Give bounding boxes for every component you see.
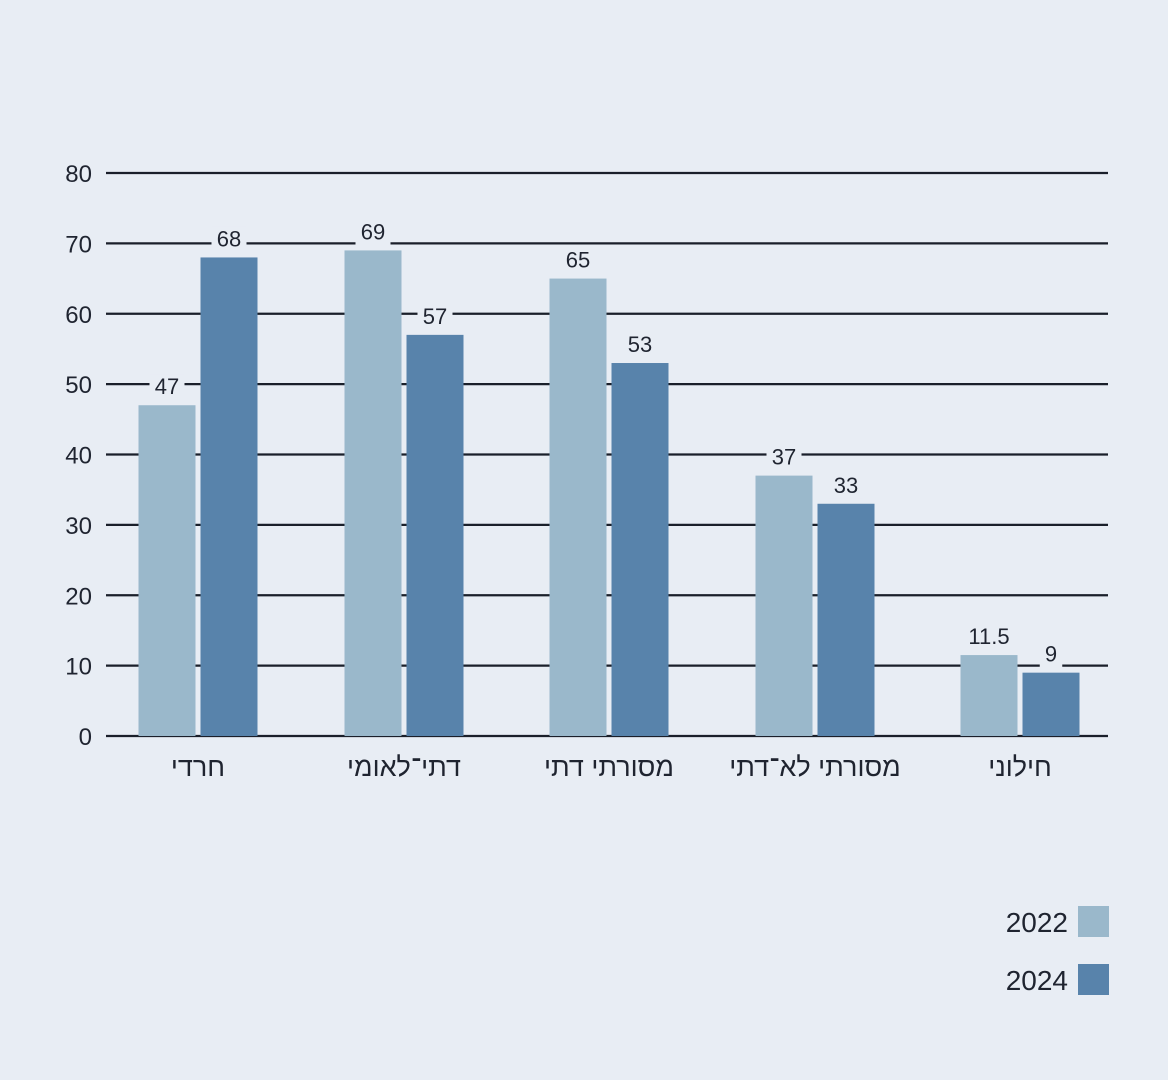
data-label: 69	[361, 219, 385, 244]
data-label: 65	[566, 248, 590, 273]
category-label: מסורתי דתי	[544, 752, 674, 782]
bar-2024-4	[1022, 672, 1080, 736]
bar-2024-2	[611, 363, 669, 736]
bar-2024-3	[817, 503, 875, 736]
data-label: 53	[628, 332, 652, 357]
y-tick-label: 20	[65, 583, 92, 610]
y-tick-label: 0	[79, 724, 92, 751]
data-label-backdrop	[211, 226, 247, 253]
legend-swatch-2022	[1078, 906, 1109, 937]
y-tick-label: 70	[65, 231, 92, 258]
bar-2022-0	[138, 405, 196, 736]
bars-layer	[138, 250, 1080, 736]
y-tick-label: 30	[65, 513, 92, 540]
data-label-backdrop	[766, 444, 802, 471]
data-label: 37	[772, 445, 796, 470]
bar-2024-1	[406, 334, 464, 736]
category-label: דתי־לאומי	[347, 752, 461, 782]
grid-layer: 0 10 20 30 40 50 60 70 80	[65, 161, 1108, 751]
data-label-backdrop	[828, 472, 864, 499]
y-tick-label: 80	[65, 161, 92, 188]
bar-2022-1	[344, 250, 402, 736]
data-label: 68	[217, 226, 241, 251]
data-label-backdrop	[149, 374, 185, 401]
category-label: חילוני	[988, 752, 1052, 782]
bar-2024-0	[200, 257, 258, 736]
legend-label-2024: 2024	[1006, 965, 1068, 996]
category-label: חרדי	[171, 752, 225, 782]
data-label-backdrop	[417, 303, 453, 330]
legend-swatch-2024	[1078, 964, 1109, 995]
bar-2022-2	[549, 278, 607, 736]
bar-2022-3	[755, 475, 813, 736]
data-label-backdrop	[622, 332, 658, 359]
data-label-backdrop	[355, 219, 391, 246]
data-label-backdrop	[560, 247, 596, 274]
data-label-backdrop	[959, 624, 1019, 651]
data-label: 33	[834, 473, 858, 498]
legend: 2022 2024	[1006, 906, 1109, 996]
data-label: 9	[1045, 642, 1057, 667]
y-tick-label: 10	[65, 654, 92, 681]
bar-2022-4	[960, 655, 1018, 736]
y-tick-label: 50	[65, 372, 92, 399]
y-tick-label: 60	[65, 302, 92, 329]
y-tick-label: 40	[65, 443, 92, 470]
data-label: 57	[423, 304, 447, 329]
data-label: 47	[155, 374, 179, 399]
category-label: מסורתי לא־דתי	[729, 752, 900, 782]
data-label: 11.5	[968, 624, 1009, 649]
data-label-backdrop	[1039, 641, 1063, 668]
legend-label-2022: 2022	[1006, 907, 1068, 938]
labels-layer: 47 68 חרדי 69 57 דתי־לאומי 65 53 מסורתי דתי 37 33 מ…	[149, 219, 1063, 782]
